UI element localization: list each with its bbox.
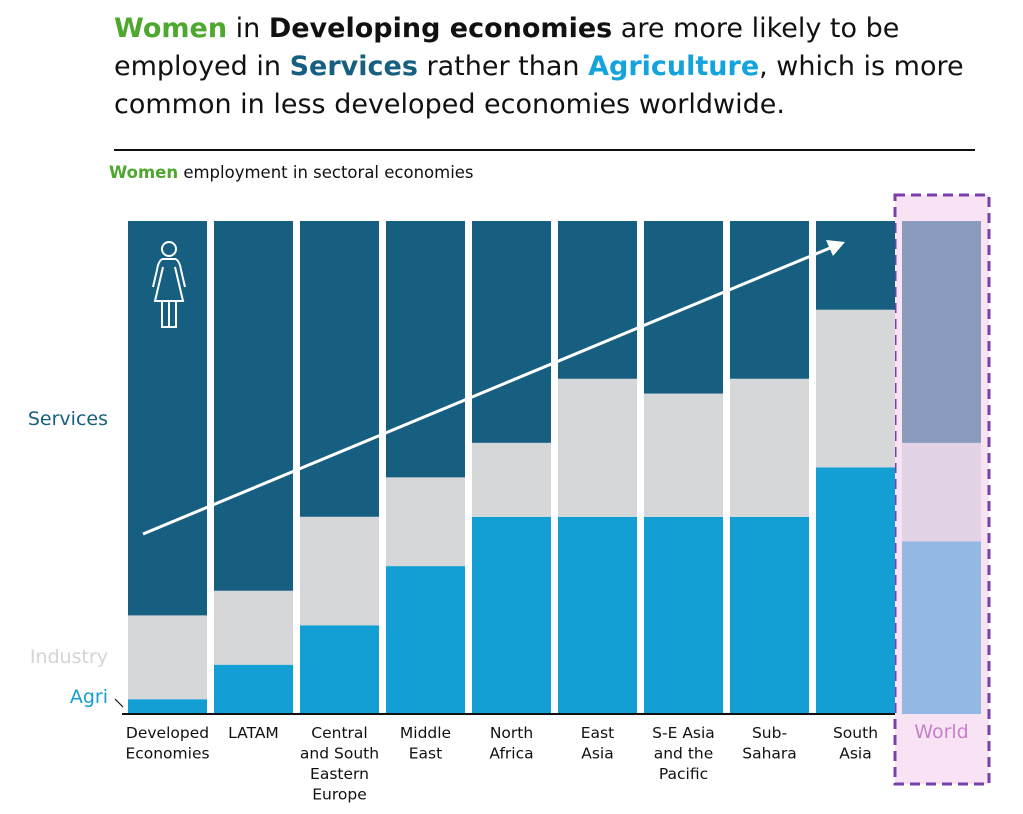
hl-agriculture: Agriculture [588, 51, 760, 82]
legend-services: Services [28, 408, 108, 430]
bar-industry-4 [472, 442, 551, 517]
bar-services-7 [730, 221, 809, 379]
bar-services-5 [558, 221, 637, 379]
bar-agri-9 [902, 541, 981, 714]
hl-text: rather than [417, 51, 589, 82]
divider [114, 149, 975, 151]
x-tick-label: Sub-Sahara [742, 724, 797, 763]
x-tick-label: S-E Asia and the Pacific [652, 724, 715, 783]
bar-agri-5 [558, 516, 637, 714]
x-tick-label: Central and South Eastern Europe [300, 724, 379, 804]
x-tick-label: World [914, 721, 968, 743]
subtitle-women: Women [109, 163, 179, 182]
bar-services-4 [472, 221, 551, 443]
trend-arrowhead [826, 240, 845, 256]
bar-services-6 [644, 221, 723, 394]
woman-icon [152, 241, 186, 328]
bar-industry-2 [300, 516, 379, 626]
hl-services: Services [289, 51, 418, 82]
x-tick-label: LATAM [228, 724, 279, 742]
hl-text: in [227, 13, 269, 44]
hl-developing: Developing economies [268, 13, 613, 44]
x-tick-label: Developed Economies [125, 724, 209, 763]
bar-industry-6 [644, 393, 723, 517]
bar-services-3 [386, 221, 465, 478]
bar-industry-0 [128, 615, 207, 700]
legend-agri: Agri [70, 686, 108, 708]
bar-industry-5 [558, 378, 637, 517]
bar-industry-9 [902, 442, 981, 542]
bar-agri-7 [730, 516, 809, 714]
trend-arrow [142, 246, 831, 536]
bar-agri-3 [386, 566, 465, 714]
bar-agri-8 [816, 467, 895, 714]
x-tick-label: East Asia [581, 724, 614, 763]
x-tick-label: North Africa [489, 724, 533, 763]
bar-agri-4 [472, 516, 551, 714]
bar-industry-1 [214, 590, 293, 665]
hl-women: Women [114, 13, 228, 44]
x-tick-label: South Asia [833, 724, 878, 763]
hl-text: are more likely to be employed in [114, 13, 900, 82]
bar-agri-1 [214, 664, 293, 714]
bar-industry-3 [386, 477, 465, 567]
bar-services-0 [128, 221, 207, 616]
bar-services-1 [214, 221, 293, 591]
bar-agri-6 [644, 516, 723, 714]
bar-services-9 [902, 221, 981, 443]
bar-agri-2 [300, 625, 379, 714]
hl-text: , which is more common in less developed… [114, 51, 964, 120]
bar-services-8 [816, 221, 895, 310]
bar-industry-8 [816, 309, 895, 468]
bar-services-2 [300, 221, 379, 517]
bar-agri-0 [128, 699, 207, 714]
agri-leader-line [114, 698, 124, 708]
legend-industry: Industry [30, 646, 108, 668]
bar-industry-7 [730, 378, 809, 517]
headline: Women in Developing economies are more l… [114, 10, 974, 124]
subtitle-text: employment in sectoral economies [178, 163, 474, 182]
chart-subtitle: Women employment in sectoral economies [109, 163, 474, 182]
x-tick-label: Middle East [400, 724, 451, 763]
